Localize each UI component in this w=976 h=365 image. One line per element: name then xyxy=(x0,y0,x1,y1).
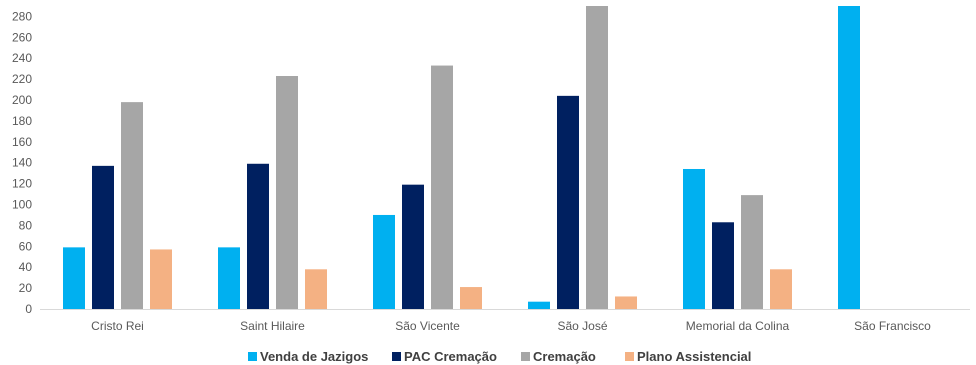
y-tick-label: 0 xyxy=(25,302,32,316)
bar-crema-o-1 xyxy=(276,76,298,309)
bar-pac-crema-o-4 xyxy=(712,222,734,309)
legend-swatch xyxy=(625,352,634,361)
bar-crema-o-4 xyxy=(741,195,763,309)
y-tick-label: 80 xyxy=(19,218,33,232)
y-tick-label: 140 xyxy=(12,156,32,170)
bar-plano-assistencial-3 xyxy=(615,296,637,309)
y-tick-label: 160 xyxy=(12,135,32,149)
legend-swatch xyxy=(521,352,530,361)
x-axis: Cristo Rei Saint Hilaire São Vicente São Jo… xyxy=(40,309,970,333)
bar-plano-assistencial-1 xyxy=(305,269,327,309)
x-category-label: São Francisco xyxy=(854,319,931,333)
legend-label: PAC Cremação xyxy=(404,349,497,364)
y-tick-label: 40 xyxy=(19,260,33,274)
y-tick-label: 100 xyxy=(12,198,32,212)
bar-pac-crema-o-2 xyxy=(402,184,424,309)
legend-label: Cremação xyxy=(533,349,596,364)
y-tick-label: 60 xyxy=(19,239,33,253)
bar-crema-o-3 xyxy=(586,6,608,309)
y-tick-label: 180 xyxy=(12,114,32,128)
legend: Venda de Jazigos PAC Cremação Cremação Plan… xyxy=(248,349,751,364)
legend-label: Venda de Jazigos xyxy=(260,349,368,364)
bar-crema-o-2 xyxy=(431,65,453,309)
y-tick-label: 280 xyxy=(12,9,32,23)
y-tick-label: 220 xyxy=(12,72,32,86)
bar-pac-crema-o-3 xyxy=(557,95,579,310)
x-category-label: Cristo Rei xyxy=(91,319,144,333)
legend-swatch xyxy=(248,352,257,361)
legend-label: Plano Assistencial xyxy=(637,349,751,364)
bar-plano-assistencial-0 xyxy=(150,249,172,309)
bar-venda-de-jazigos-3 xyxy=(528,301,550,309)
y-tick-label: 260 xyxy=(12,30,32,44)
y-tick-label: 240 xyxy=(12,51,32,65)
bar-venda-de-jazigos-0 xyxy=(63,247,85,309)
bar-pac-crema-o-0 xyxy=(92,165,114,309)
x-category-label: São Vicente xyxy=(395,319,460,333)
bar-plano-assistencial-4 xyxy=(770,269,792,309)
y-axis: 0 20 40 60 80 100 120 140 160 180 200 220 240 260 280 xyxy=(12,9,32,316)
bar-venda-de-jazigos-2 xyxy=(373,214,395,309)
x-category-label: Memorial da Colina xyxy=(686,319,790,333)
y-tick-label: 20 xyxy=(19,281,33,295)
bar-venda-de-jazigos-4 xyxy=(683,168,705,309)
legend-swatch xyxy=(392,352,401,361)
bar-venda-de-jazigos-5 xyxy=(838,6,860,309)
x-category-label: Saint Hilaire xyxy=(240,319,305,333)
bar-crema-o-0 xyxy=(121,102,143,309)
bar-venda-de-jazigos-1 xyxy=(218,247,240,309)
y-tick-label: 200 xyxy=(12,93,32,107)
x-category-label: São José xyxy=(557,319,607,333)
bar-pac-crema-o-1 xyxy=(247,163,269,309)
bar-plano-assistencial-2 xyxy=(460,287,482,309)
bars xyxy=(63,6,860,310)
y-tick-label: 120 xyxy=(12,177,32,191)
